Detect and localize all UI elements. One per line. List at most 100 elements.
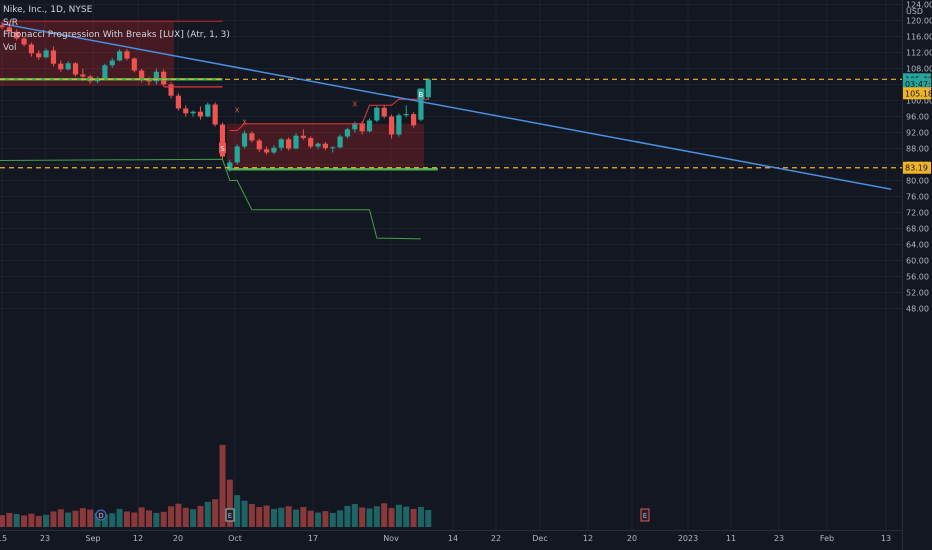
volume-bar xyxy=(417,507,424,527)
cross-signal: X xyxy=(235,107,240,115)
volume-bar xyxy=(168,506,175,527)
volume-bar xyxy=(160,511,167,527)
candle-down xyxy=(72,63,79,75)
candle-down xyxy=(131,58,137,71)
candle-up xyxy=(337,136,343,148)
candle-down xyxy=(175,95,181,109)
candle-down xyxy=(14,31,20,39)
buy-signal-box xyxy=(417,88,425,100)
x-tick-label: 17 xyxy=(308,534,318,543)
volume-bar xyxy=(270,508,277,527)
candle-down xyxy=(359,123,365,132)
candle-up xyxy=(344,129,351,137)
volume-bar xyxy=(226,479,233,527)
volume-bar xyxy=(94,512,101,527)
candle-up xyxy=(241,133,248,147)
volume-bar xyxy=(256,507,263,527)
upper-zone-box xyxy=(0,21,175,87)
symbol-title[interactable]: Nike, Inc., 1D, NYSE xyxy=(3,5,93,15)
volume-bar xyxy=(79,508,86,527)
candle-down xyxy=(146,80,152,82)
candle-up xyxy=(418,97,424,120)
volume-bar xyxy=(123,511,130,527)
volume-bar xyxy=(131,512,138,527)
candle-up xyxy=(293,135,299,149)
volume-bar xyxy=(329,512,336,527)
candle-up xyxy=(315,143,321,147)
candle-up xyxy=(153,71,159,82)
volume-bar xyxy=(403,506,410,527)
candle-down xyxy=(6,27,12,32)
volume-bar xyxy=(190,509,197,527)
volume-bar xyxy=(263,505,270,527)
indicator-lines xyxy=(0,20,902,240)
candle-down xyxy=(388,116,395,135)
volume-bar xyxy=(366,508,373,527)
y-tick-label: 100.00 xyxy=(906,97,932,106)
x-tick-label: 20 xyxy=(173,534,183,543)
candle-down xyxy=(322,143,328,149)
fib-indicator-label[interactable]: Fibonacci Progression With Breaks [LUX] … xyxy=(3,30,230,40)
price-tag-label: 83.19 xyxy=(905,164,928,173)
candle-down xyxy=(286,139,292,149)
volume-bar xyxy=(425,509,432,527)
volume-indicator-label[interactable]: Vol xyxy=(3,42,17,53)
earnings-marker-label: E xyxy=(643,512,647,520)
x-tick-label: 12 xyxy=(133,534,143,543)
y-tick-label: 96.00 xyxy=(906,113,929,122)
volume-bar xyxy=(13,514,20,527)
sell-signal-label: S xyxy=(220,145,225,153)
volume-bar xyxy=(72,510,79,527)
volume-bar xyxy=(241,500,248,527)
candle-up xyxy=(352,123,358,130)
candle-up xyxy=(330,147,336,149)
sr-indicator-label[interactable]: S/R xyxy=(3,17,18,28)
x-tick-label: Sep xyxy=(85,534,100,543)
volume-bar xyxy=(285,506,292,527)
volume-bar xyxy=(395,504,402,527)
x-tick-label: Oct xyxy=(228,534,242,543)
volume-bar xyxy=(43,514,50,527)
candle-up xyxy=(403,114,409,116)
volume-bar xyxy=(315,512,322,527)
volume-bar xyxy=(234,495,241,527)
volume-bar xyxy=(388,508,395,527)
earnings-marker xyxy=(225,508,235,522)
price-tag-label: 105.18 xyxy=(905,89,932,98)
volume-bar xyxy=(50,511,57,527)
buy-signal-label: B xyxy=(419,91,424,99)
green-step-line xyxy=(0,158,421,240)
y-tick-label: 80.00 xyxy=(906,177,929,186)
candle-up xyxy=(43,50,49,58)
y-tick-label: 116.00 xyxy=(906,33,932,42)
volume-bar xyxy=(219,444,226,527)
y-tick-label: 64.00 xyxy=(906,241,929,250)
candle-down xyxy=(212,104,218,125)
candle-down xyxy=(300,135,306,139)
volume-bar xyxy=(381,503,388,527)
candle-down xyxy=(168,84,174,96)
candle-up xyxy=(374,107,380,121)
currency-label: USD xyxy=(906,7,923,16)
candle-down xyxy=(381,107,387,117)
candle-down xyxy=(21,38,27,45)
candles xyxy=(0,22,431,172)
volume-bar xyxy=(65,512,72,527)
candle-up xyxy=(227,162,233,171)
x-tick-label: Dec xyxy=(532,534,547,543)
x-tick-label: 22 xyxy=(491,534,501,543)
candle-down xyxy=(249,133,255,141)
volume-bar xyxy=(359,507,366,527)
candle-down xyxy=(219,124,226,157)
candle-down xyxy=(124,51,130,59)
volume-bar xyxy=(87,509,94,527)
time-axis[interactable]: 15 23 Sep 12 20 Oct 17 Nov 14 22 Dec 12 20 2023 11 23 Fe… xyxy=(0,508,891,543)
volume-bar xyxy=(248,504,255,527)
trendline xyxy=(1,22,892,191)
y-tick-label: 92.00 xyxy=(906,129,929,138)
y-tick-label: 72.00 xyxy=(906,209,929,218)
volume-bar xyxy=(57,509,64,527)
